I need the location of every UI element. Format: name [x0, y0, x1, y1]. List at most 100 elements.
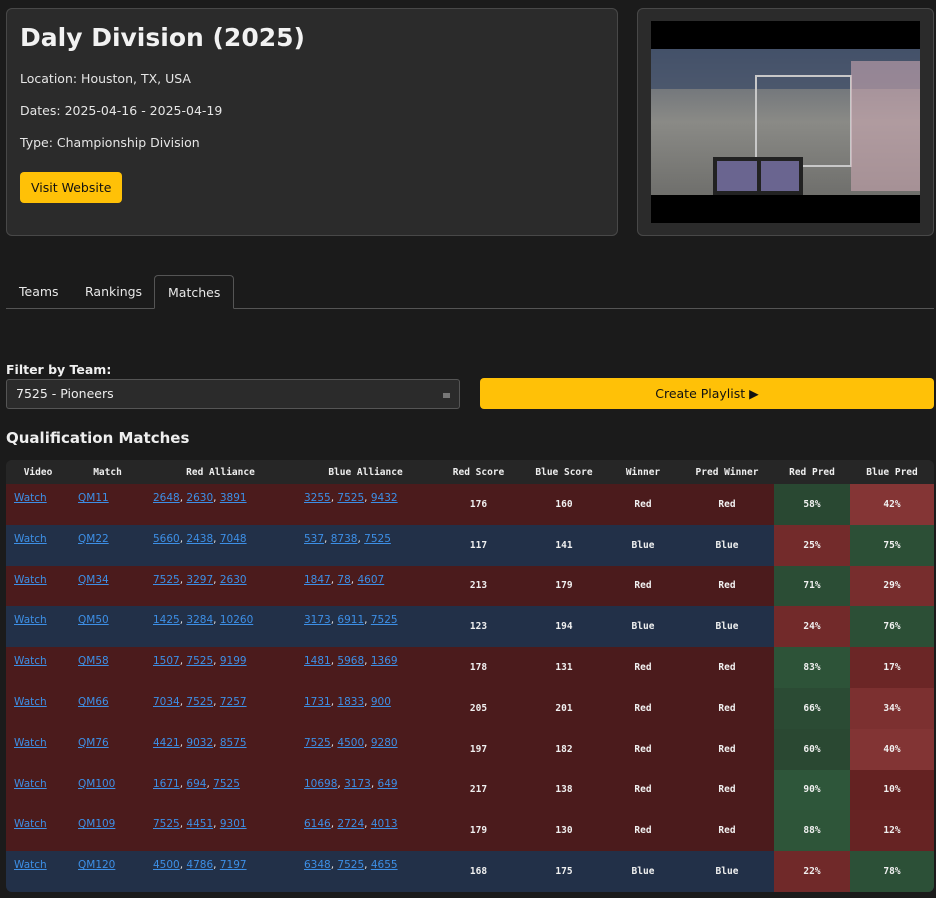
watch-link[interactable]: Watch [14, 818, 47, 831]
team-link[interactable]: 7525 [153, 573, 180, 586]
team-link[interactable]: 1481 [304, 655, 331, 668]
watch-link[interactable]: Watch [14, 532, 47, 545]
team-link[interactable]: 7197 [219, 859, 247, 872]
winner-cell: Red [634, 662, 652, 674]
team-link[interactable]: 6348 [304, 859, 331, 872]
match-link[interactable]: QM34 [78, 573, 109, 586]
team-link[interactable]: 9301 [219, 818, 247, 831]
team-link[interactable]: 1833 [337, 695, 365, 708]
watch-link[interactable]: Watch [14, 736, 47, 749]
team-link[interactable]: 7525 [337, 492, 365, 504]
team-link[interactable]: 4013 [370, 818, 398, 831]
team-link[interactable]: 3891 [219, 492, 247, 504]
team-separator: , [330, 695, 338, 708]
team-separator: , [179, 695, 187, 708]
team-link[interactable]: 649 [377, 777, 398, 790]
team-link[interactable]: 8738 [330, 532, 358, 545]
tab[interactable]: Rankings [85, 284, 143, 299]
team-link[interactable]: 1731 [304, 695, 331, 708]
team-link[interactable]: 3297 [186, 573, 214, 586]
red-alliance-cell: 4500, 4786, 7197 [145, 851, 296, 892]
team-link[interactable]: 6146 [304, 818, 331, 831]
video-card [637, 8, 934, 236]
team-link[interactable]: 7525 [213, 777, 240, 790]
team-link[interactable]: 7525 [153, 818, 180, 831]
team-link[interactable]: 9280 [370, 736, 398, 749]
team-link[interactable]: 10260 [219, 614, 254, 627]
match-link[interactable]: QM22 [78, 532, 109, 545]
team-link[interactable]: 7034 [153, 695, 180, 708]
team-link[interactable]: 2648 [153, 492, 180, 504]
team-link[interactable]: 7048 [219, 532, 247, 545]
team-link[interactable]: 4786 [186, 859, 214, 872]
team-link[interactable]: 1671 [153, 777, 180, 790]
watch-link[interactable]: Watch [14, 614, 47, 627]
match-link[interactable]: QM120 [78, 859, 116, 872]
team-link[interactable]: 3173 [304, 614, 331, 627]
video-thumbnail[interactable] [651, 21, 920, 223]
team-link[interactable]: 1369 [370, 655, 398, 668]
team-link[interactable]: 3284 [186, 614, 214, 627]
team-link[interactable]: 1847 [304, 573, 331, 586]
team-link[interactable]: 2630 [186, 492, 214, 504]
blue-alliance-cell: 3173, 6911, 7525 [296, 606, 435, 647]
team-link[interactable]: 2724 [337, 818, 365, 831]
team-link[interactable]: 7525 [304, 736, 331, 749]
match-link[interactable]: QM66 [78, 695, 109, 708]
team-link[interactable]: 1425 [153, 614, 180, 627]
watch-link[interactable]: Watch [14, 695, 47, 708]
team-link[interactable]: 10698 [304, 777, 338, 790]
team-separator: , [213, 492, 220, 504]
match-link[interactable]: QM100 [78, 777, 116, 790]
watch-link[interactable]: Watch [14, 573, 47, 586]
team-link[interactable]: 4655 [370, 859, 398, 872]
tab[interactable]: Teams [19, 284, 59, 299]
team-link[interactable]: 7525 [186, 695, 214, 708]
team-link[interactable]: 9199 [219, 655, 247, 668]
team-link[interactable]: 7525 [186, 655, 214, 668]
match-link[interactable]: QM58 [78, 655, 109, 668]
winner-cell: Red [634, 825, 652, 837]
team-link[interactable]: 537 [304, 532, 325, 545]
team-link[interactable]: 1507 [153, 655, 180, 668]
watch-link[interactable]: Watch [14, 777, 47, 790]
team-link[interactable]: 3173 [344, 777, 371, 790]
watch-link[interactable]: Watch [14, 859, 47, 872]
team-link[interactable]: 6911 [337, 614, 365, 627]
match-link[interactable]: QM76 [78, 736, 109, 749]
team-link[interactable]: 8575 [219, 736, 247, 749]
team-link[interactable]: 78 [337, 573, 351, 586]
team-link[interactable]: 900 [370, 695, 391, 708]
team-link[interactable]: 3255 [304, 492, 331, 504]
red-alliance-cell: 2648, 2630, 3891 [145, 484, 296, 525]
team-link[interactable]: 2438 [186, 532, 214, 545]
team-link[interactable]: 7257 [219, 695, 247, 708]
team-link[interactable]: 4500 [153, 859, 180, 872]
team-link[interactable]: 4607 [357, 573, 385, 586]
team-separator: , [179, 492, 187, 504]
team-link[interactable]: 7525 [337, 859, 365, 872]
team-link[interactable]: 4421 [153, 736, 180, 749]
watch-link[interactable]: Watch [14, 655, 47, 668]
team-separator: , [330, 573, 338, 586]
visit-website-button[interactable]: Visit Website [20, 172, 123, 203]
create-playlist-button[interactable]: Create Playlist ▶ [480, 378, 934, 409]
team-separator: , [179, 859, 187, 872]
team-link[interactable]: 7525 [364, 532, 391, 545]
team-separator: , [364, 736, 371, 749]
team-link[interactable]: 4451 [186, 818, 214, 831]
team-link[interactable]: 9032 [186, 736, 214, 749]
match-link[interactable]: QM50 [78, 614, 109, 627]
team-link[interactable]: 9432 [370, 492, 398, 504]
team-select[interactable]: 7525 - Pioneers [6, 379, 460, 409]
team-link[interactable]: 5968 [337, 655, 365, 668]
match-link[interactable]: QM109 [78, 818, 116, 831]
match-link[interactable]: QM11 [78, 492, 109, 504]
team-link[interactable]: 5660 [153, 532, 180, 545]
team-link[interactable]: 2630 [219, 573, 247, 586]
watch-link[interactable]: Watch [14, 492, 47, 504]
team-link[interactable]: 694 [186, 777, 207, 790]
tab[interactable]: Matches [154, 275, 235, 309]
team-link[interactable]: 4500 [337, 736, 365, 749]
team-link[interactable]: 7525 [370, 614, 398, 627]
